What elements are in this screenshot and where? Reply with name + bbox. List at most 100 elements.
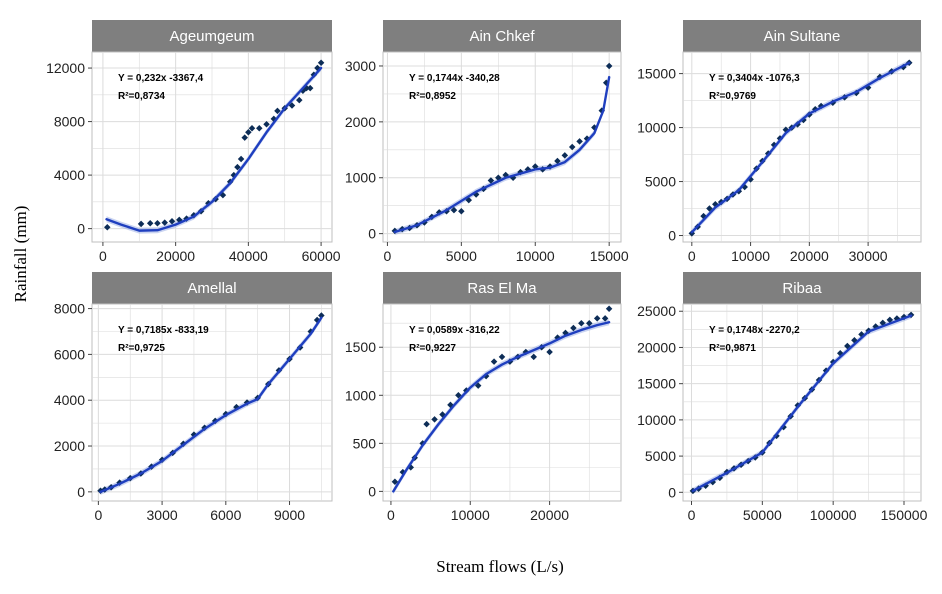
x-tick-label: 0 xyxy=(688,248,696,264)
data-point xyxy=(306,84,314,92)
fit-line xyxy=(392,321,611,493)
figure-x-axis-label: Stream flows (L/s) xyxy=(436,557,563,576)
x-tick-label: 10000 xyxy=(516,248,555,264)
r-squared-label: R²=0,8952 xyxy=(409,91,456,102)
panel-title: Ain Sultane xyxy=(764,28,841,45)
regression-equation: Y = 0,1748x -2270,2 xyxy=(709,325,800,336)
data-point xyxy=(487,177,495,184)
x-tick-label: 9000 xyxy=(274,507,305,523)
data-point xyxy=(886,316,894,324)
r-squared-label: R²=0,9871 xyxy=(709,343,756,354)
fit-line xyxy=(690,61,911,234)
panel-title: Ras El Ma xyxy=(467,280,537,297)
data-point xyxy=(490,358,498,365)
data-point xyxy=(288,102,296,109)
chart-panel: Ain Chkef 0 5000 10000 15000 0 1000 2000 3000 Y =… xyxy=(345,20,629,264)
y-tick-label: 12000 xyxy=(46,60,85,76)
r-squared-label: R²=0,8734 xyxy=(118,91,165,102)
data-point xyxy=(530,353,537,361)
x-tick-label: 0 xyxy=(94,507,102,523)
plot-area xyxy=(382,303,622,502)
plot-marks xyxy=(104,59,325,234)
data-point xyxy=(586,319,593,327)
x-tick-label: 20000 xyxy=(790,248,829,264)
data-point xyxy=(546,348,553,356)
y-tick-label: 15000 xyxy=(637,66,676,82)
y-tick-label: 25000 xyxy=(637,303,676,319)
regression-equation: Y = 0,232x -3367,4 xyxy=(118,73,204,84)
data-point xyxy=(317,59,325,66)
data-point xyxy=(576,138,583,145)
y-tick-label: 0 xyxy=(368,226,376,242)
data-point xyxy=(605,305,613,313)
y-tick-label: 10000 xyxy=(637,120,676,136)
regression-equation: Y = 0,7185x -833,19 xyxy=(118,325,209,336)
data-point xyxy=(154,220,161,227)
data-point xyxy=(605,62,613,70)
chart-panel: Ain Sultane 0 10000 20000 30000 0 5000 10000 150… xyxy=(637,20,922,264)
data-point xyxy=(237,155,245,163)
panel-strip xyxy=(92,20,332,52)
data-point xyxy=(706,205,713,212)
chart-panel: Ras El Ma 0 10000 20000 0 500 1000 1500 Y = 0,05… xyxy=(345,272,622,523)
y-tick-label: 8000 xyxy=(54,114,85,130)
regression-equation: Y = 0,3404x -1076,3 xyxy=(709,73,800,84)
data-point xyxy=(296,96,303,104)
y-tick-label: 1500 xyxy=(345,339,376,355)
r-squared-label: R²=0,9725 xyxy=(118,343,165,354)
plot-marks xyxy=(391,305,613,495)
data-point xyxy=(241,134,248,141)
plot-area xyxy=(91,303,333,502)
plot-marks xyxy=(391,62,613,235)
plot-marks xyxy=(688,59,913,237)
chart-panel: Ageumgeum 0 20000 40000 60000 0 4000 8000 12000 Y… xyxy=(46,20,341,264)
plot-area xyxy=(682,51,922,243)
data-point xyxy=(104,224,111,231)
y-tick-label: 20000 xyxy=(637,339,676,355)
data-point xyxy=(245,129,252,136)
panel-strip xyxy=(383,272,621,304)
data-point xyxy=(431,416,438,423)
y-tick-label: 2000 xyxy=(345,114,376,130)
panel-title: Ribaa xyxy=(782,280,822,297)
x-tick-label: 10000 xyxy=(451,507,490,523)
x-tick-label: 0 xyxy=(99,248,107,264)
regression-equation: Y = 0,1744x -340,28 xyxy=(409,73,500,84)
grid xyxy=(683,52,921,242)
y-tick-label: 0 xyxy=(668,484,676,500)
x-tick-label: 40000 xyxy=(229,248,268,264)
data-point xyxy=(168,218,176,225)
fit-line xyxy=(393,75,611,234)
x-tick-label: 0 xyxy=(688,507,696,523)
panel-strip xyxy=(683,272,921,304)
panel-strip xyxy=(383,20,621,52)
y-tick-label: 1000 xyxy=(345,387,376,403)
x-tick-label: 5000 xyxy=(446,248,477,264)
data-point xyxy=(474,382,482,389)
x-tick-label: 20000 xyxy=(530,507,569,523)
x-tick-label: 0 xyxy=(384,248,392,264)
data-point xyxy=(146,220,154,227)
panel-title: Ageumgeum xyxy=(169,28,254,45)
y-tick-label: 5000 xyxy=(645,448,676,464)
data-point xyxy=(391,478,399,486)
chart-panel: Ribaa 0 50000 100000 150000 0 5000 10000 15000 20… xyxy=(637,272,928,523)
x-tick-label: 150000 xyxy=(881,507,928,523)
x-tick-label: 100000 xyxy=(810,507,857,523)
y-tick-label: 4000 xyxy=(54,167,85,183)
x-tick-label: 50000 xyxy=(743,507,782,523)
grid xyxy=(383,52,621,242)
y-tick-label: 4000 xyxy=(54,392,85,408)
x-tick-label: 30000 xyxy=(849,248,888,264)
data-point xyxy=(568,143,576,151)
plot-marks xyxy=(97,312,325,495)
y-tick-label: 0 xyxy=(668,228,676,244)
y-tick-label: 8000 xyxy=(54,301,85,317)
data-point xyxy=(455,392,462,399)
data-point xyxy=(137,220,145,228)
panel-title: Ain Chkef xyxy=(469,28,535,45)
data-point xyxy=(554,157,561,165)
x-tick-label: 10000 xyxy=(731,248,770,264)
y-tick-label: 6000 xyxy=(54,346,85,362)
